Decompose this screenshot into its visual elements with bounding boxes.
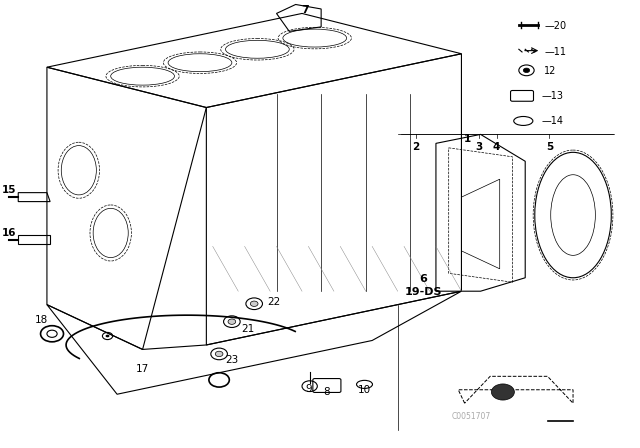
Text: —11: —11 (545, 47, 566, 56)
Text: 12: 12 (545, 66, 557, 76)
Text: 9: 9 (305, 384, 312, 394)
Text: —13: —13 (541, 91, 563, 101)
Text: 8: 8 (324, 387, 330, 397)
Text: 23: 23 (225, 355, 239, 365)
Text: —14: —14 (541, 116, 563, 126)
Text: 22: 22 (267, 297, 280, 306)
Text: 16: 16 (1, 228, 16, 238)
Text: 7: 7 (301, 5, 309, 15)
Text: 21: 21 (241, 323, 255, 333)
Text: —20: —20 (545, 21, 566, 30)
Circle shape (228, 319, 236, 324)
Circle shape (250, 301, 258, 306)
Circle shape (492, 384, 515, 400)
Text: 10: 10 (358, 385, 371, 395)
Circle shape (106, 335, 109, 337)
Text: 6: 6 (419, 274, 427, 284)
Circle shape (524, 68, 530, 73)
Text: 2: 2 (412, 142, 419, 151)
Text: 1: 1 (464, 134, 472, 143)
Text: 5: 5 (546, 142, 553, 151)
Text: 15: 15 (1, 185, 16, 195)
Text: 17: 17 (136, 364, 149, 374)
Text: 19-DS: 19-DS (404, 287, 442, 297)
Text: 18: 18 (35, 314, 49, 324)
Text: 3: 3 (476, 142, 483, 151)
Circle shape (215, 351, 223, 357)
Text: C0051707: C0051707 (451, 412, 491, 421)
Text: 4: 4 (493, 142, 500, 151)
